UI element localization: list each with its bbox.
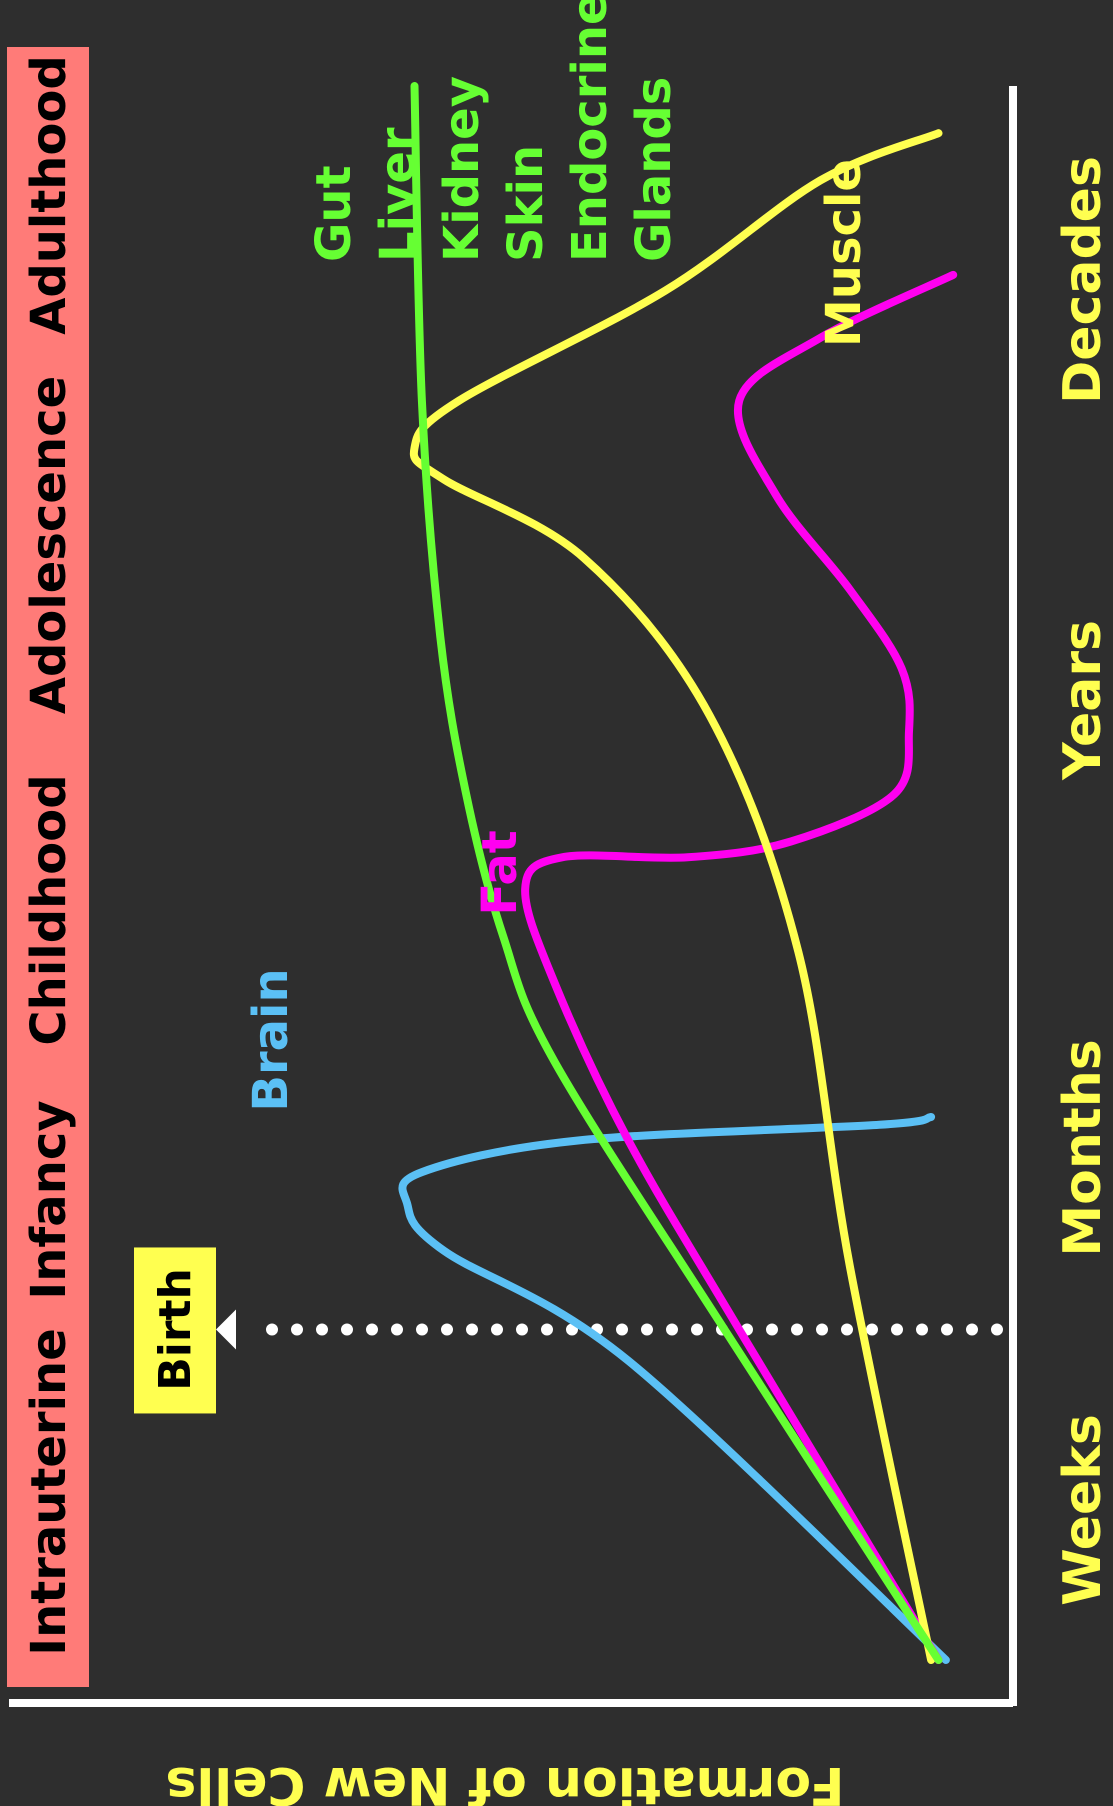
series-gut-group-line	[410, 82, 943, 1664]
organ-labels-layer: Brain Fat Muscle Gut Liver Kidney Skin Endoc…	[243, 0, 872, 1112]
birth-marker-layer: Birth	[134, 1247, 1003, 1414]
gut-group-label-skin: Skin	[498, 145, 554, 262]
stage-label-adolescence: Adolescence	[21, 376, 77, 714]
series-muscle-line	[409, 129, 943, 1664]
fat-label: Fat	[472, 830, 528, 915]
series-layer	[398, 82, 958, 1664]
time-tick-years: Years	[1053, 620, 1113, 781]
gut-group-labels: Gut Liver Kidney Skin Endocrine Glands	[306, 0, 682, 262]
gut-group-label-kidney: Kidney	[434, 76, 490, 262]
stage-label-adulthood: Adulthood	[21, 55, 77, 335]
time-ticks-layer: Weeks Months Years Decades	[1053, 156, 1113, 1606]
time-tick-months: Months	[1053, 1039, 1113, 1256]
gut-group-label-glands: Glands	[626, 77, 682, 262]
birth-label: Birth	[150, 1268, 201, 1391]
muscle-label: Muscle	[816, 159, 872, 347]
stage-label-intrauterine: Intrauterine	[21, 1328, 77, 1656]
series-fat-line	[521, 270, 958, 1664]
stage-label-childhood: Childhood	[21, 774, 77, 1045]
birth-marker-arrow	[216, 1309, 236, 1350]
brain-label: Brain	[243, 968, 299, 1111]
gut-group-label-endocrine: Endocrine	[562, 0, 618, 262]
series-brain-line	[398, 1113, 950, 1664]
stage-band	[7, 47, 89, 1687]
y-axis-title: Formation of New Cells	[166, 1755, 845, 1806]
birth-label-box	[134, 1247, 216, 1414]
gut-group-label-gut: Gut	[306, 165, 362, 262]
stage-label-infancy: Infancy	[21, 1100, 77, 1299]
stages-layer: Intrauterine Infancy Childhood Adolescence A…	[21, 55, 77, 1656]
gut-group-label-liver: Liver	[370, 127, 426, 262]
time-tick-weeks: Weeks	[1053, 1414, 1113, 1606]
time-tick-decades: Decades	[1053, 156, 1113, 404]
